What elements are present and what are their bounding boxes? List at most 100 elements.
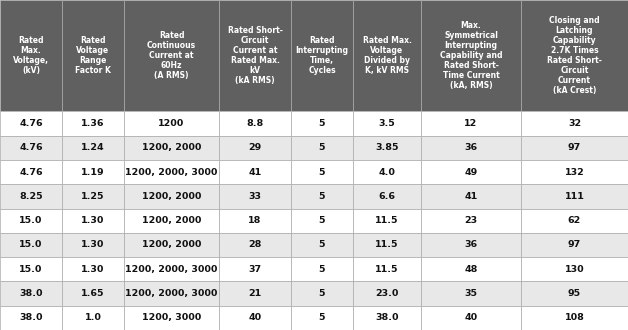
Bar xyxy=(421,233,521,257)
Bar xyxy=(219,306,291,330)
Text: 4.76: 4.76 xyxy=(19,143,43,152)
Text: 1.30: 1.30 xyxy=(81,216,105,225)
Text: Rated
Continuous
Current at
60Hz
(A RMS): Rated Continuous Current at 60Hz (A RMS) xyxy=(147,31,196,80)
Bar xyxy=(62,184,124,209)
Text: Closing and
Latching
Capability
2.7K Times
Rated Short-
Circuit
Current
(kA Cres: Closing and Latching Capability 2.7K Tim… xyxy=(547,16,602,95)
Text: 11.5: 11.5 xyxy=(376,241,399,249)
Bar xyxy=(421,306,521,330)
Text: 23: 23 xyxy=(465,216,477,225)
Bar xyxy=(219,233,291,257)
Text: 36: 36 xyxy=(465,143,477,152)
Text: 41: 41 xyxy=(249,168,262,177)
Bar xyxy=(521,233,628,257)
Text: 32: 32 xyxy=(568,119,581,128)
Bar xyxy=(62,111,124,136)
Text: 49: 49 xyxy=(464,168,478,177)
Text: 4.0: 4.0 xyxy=(379,168,396,177)
Bar xyxy=(353,160,421,184)
Text: Rated
Interrupting
Time,
Cycles: Rated Interrupting Time, Cycles xyxy=(296,36,349,75)
Bar xyxy=(62,209,124,233)
Text: 12: 12 xyxy=(464,119,478,128)
Bar xyxy=(219,257,291,281)
Text: 5: 5 xyxy=(319,314,325,322)
Text: 29: 29 xyxy=(249,143,262,152)
Bar xyxy=(124,257,219,281)
Text: 1.24: 1.24 xyxy=(81,143,105,152)
Bar xyxy=(62,136,124,160)
Bar xyxy=(521,281,628,306)
Text: 108: 108 xyxy=(565,314,585,322)
Bar xyxy=(521,136,628,160)
Text: 1200, 2000: 1200, 2000 xyxy=(142,192,201,201)
Text: 4.76: 4.76 xyxy=(19,168,43,177)
Bar xyxy=(124,233,219,257)
Bar xyxy=(291,184,353,209)
Text: 41: 41 xyxy=(464,192,478,201)
Bar xyxy=(291,0,353,111)
Text: 23.0: 23.0 xyxy=(376,289,399,298)
Bar xyxy=(0,111,62,136)
Bar xyxy=(521,0,628,111)
Bar xyxy=(291,257,353,281)
Text: 111: 111 xyxy=(565,192,585,201)
Text: Max.
Symmetrical
Interrupting
Capability and
Rated Short-
Time Current
(kA, RMS): Max. Symmetrical Interrupting Capability… xyxy=(440,21,502,90)
Text: 15.0: 15.0 xyxy=(19,241,43,249)
Bar xyxy=(0,257,62,281)
Text: 1.25: 1.25 xyxy=(81,192,105,201)
Bar xyxy=(291,233,353,257)
Bar xyxy=(521,184,628,209)
Bar xyxy=(353,257,421,281)
Bar xyxy=(62,160,124,184)
Text: 38.0: 38.0 xyxy=(19,314,43,322)
Bar xyxy=(521,160,628,184)
Bar xyxy=(219,136,291,160)
Bar xyxy=(291,209,353,233)
Bar xyxy=(421,209,521,233)
Text: 1200, 2000, 3000: 1200, 2000, 3000 xyxy=(126,289,218,298)
Text: 38.0: 38.0 xyxy=(376,314,399,322)
Text: 5: 5 xyxy=(319,143,325,152)
Bar xyxy=(353,136,421,160)
Text: 21: 21 xyxy=(249,289,262,298)
Bar xyxy=(124,306,219,330)
Bar xyxy=(0,184,62,209)
Bar xyxy=(62,233,124,257)
Bar xyxy=(353,0,421,111)
Bar xyxy=(353,111,421,136)
Bar xyxy=(62,281,124,306)
Text: 11.5: 11.5 xyxy=(376,265,399,274)
Text: 1200, 2000, 3000: 1200, 2000, 3000 xyxy=(126,168,218,177)
Text: 5: 5 xyxy=(319,119,325,128)
Bar xyxy=(124,184,219,209)
Bar xyxy=(219,0,291,111)
Text: 1200, 2000: 1200, 2000 xyxy=(142,241,201,249)
Text: 1.19: 1.19 xyxy=(81,168,105,177)
Bar xyxy=(219,209,291,233)
Text: 4.76: 4.76 xyxy=(19,119,43,128)
Bar xyxy=(219,281,291,306)
Bar xyxy=(219,111,291,136)
Text: 1.65: 1.65 xyxy=(81,289,105,298)
Bar xyxy=(291,281,353,306)
Text: Rated
Max.
Voltage,
(kV): Rated Max. Voltage, (kV) xyxy=(13,36,49,75)
Bar xyxy=(291,306,353,330)
Text: 18: 18 xyxy=(248,216,262,225)
Bar xyxy=(421,111,521,136)
Bar xyxy=(291,111,353,136)
Bar xyxy=(291,136,353,160)
Bar xyxy=(353,233,421,257)
Bar xyxy=(124,136,219,160)
Text: 5: 5 xyxy=(319,265,325,274)
Text: 5: 5 xyxy=(319,289,325,298)
Text: 1200: 1200 xyxy=(158,119,185,128)
Text: 1200, 3000: 1200, 3000 xyxy=(142,314,201,322)
Text: 15.0: 15.0 xyxy=(19,216,43,225)
Bar xyxy=(62,0,124,111)
Bar xyxy=(124,0,219,111)
Bar xyxy=(62,306,124,330)
Bar xyxy=(0,136,62,160)
Text: 5: 5 xyxy=(319,216,325,225)
Text: 3.5: 3.5 xyxy=(379,119,396,128)
Text: 130: 130 xyxy=(565,265,584,274)
Bar xyxy=(421,281,521,306)
